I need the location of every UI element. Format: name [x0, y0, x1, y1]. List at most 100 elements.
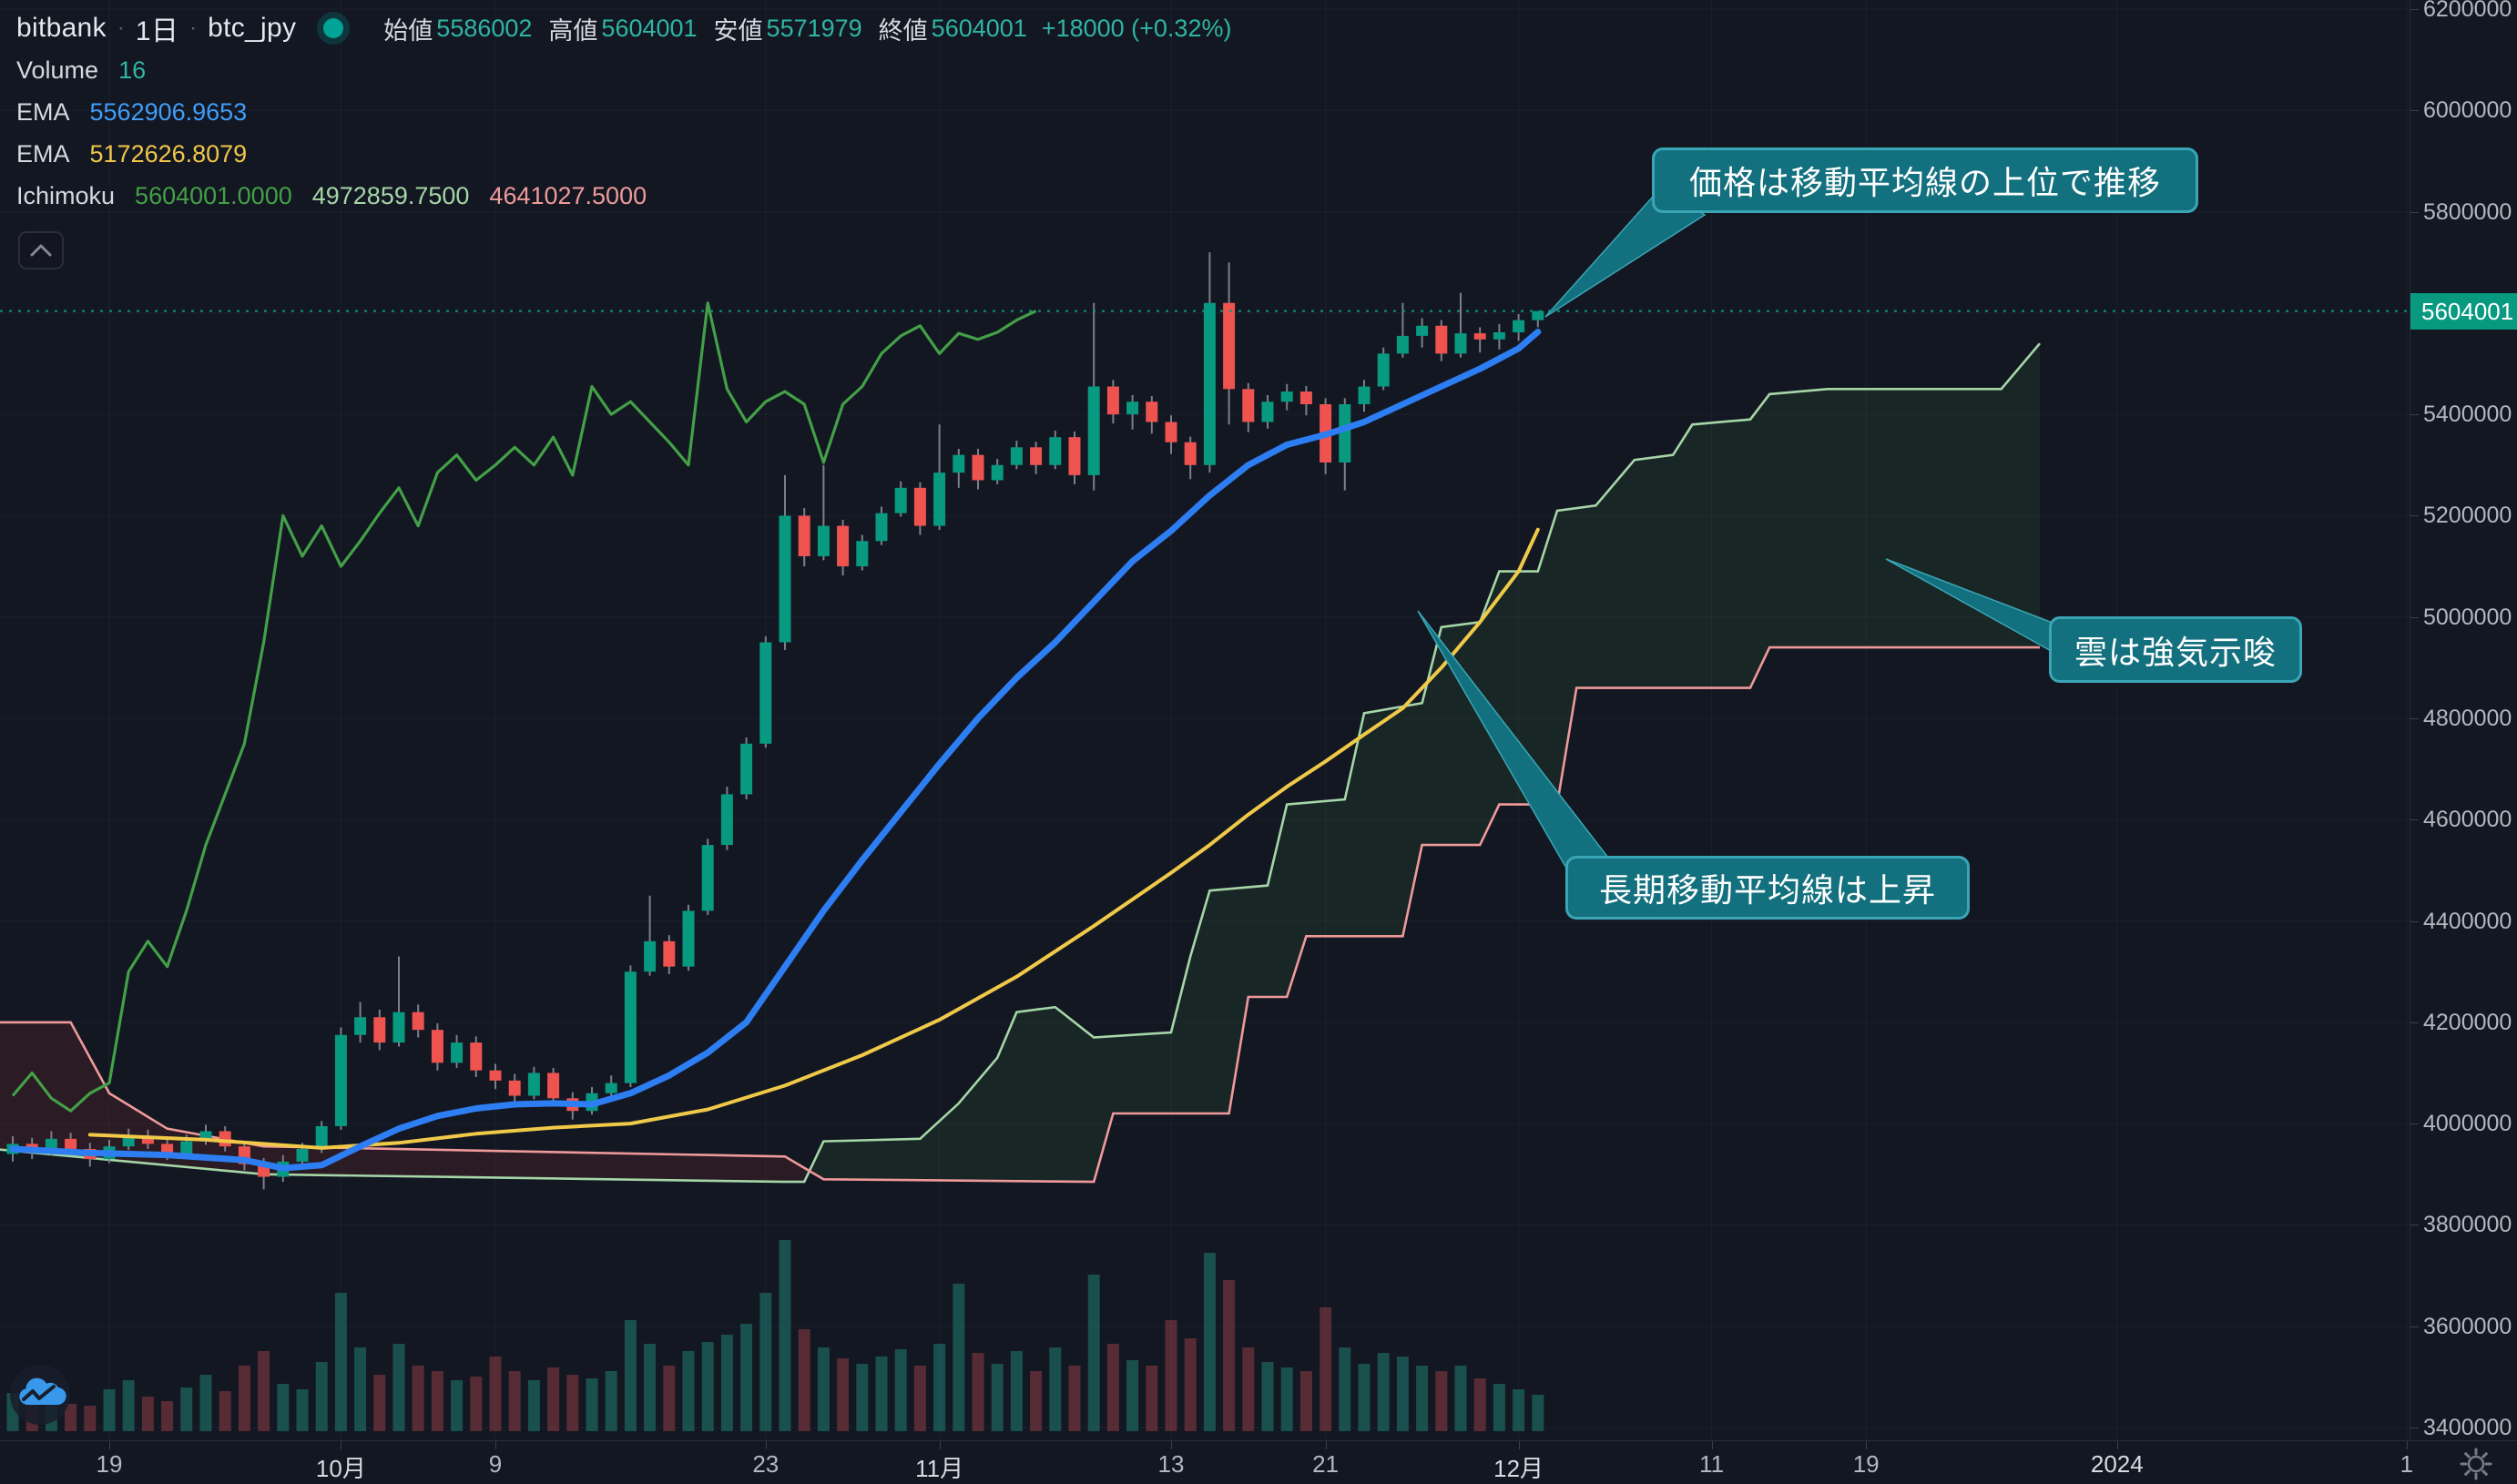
- volume-bar: [779, 1240, 791, 1431]
- time-axis[interactable]: 19 10月 9 23 11月 13 21 12月 11 19 2024 1: [0, 1440, 2517, 1484]
- volume-bar: [1532, 1395, 1544, 1431]
- candle-down: [972, 454, 984, 481]
- volume-bar: [913, 1366, 926, 1431]
- ichimoku-indicator-row[interactable]: Ichimoku 5604001.0000 4972859.7500 46410…: [16, 175, 1231, 217]
- high-label: 高値: [548, 16, 598, 45]
- price-axis[interactable]: 5604001 6200000 6000000 5800000 5400000 5200…: [2410, 0, 2517, 1440]
- candle-down: [161, 1143, 174, 1154]
- price-axis-label: 5800000: [2410, 200, 2517, 224]
- chart-provider-logo[interactable]: [9, 1364, 71, 1430]
- annotation-price-above-ma[interactable]: 価格は移動平均線の上位で推移: [1652, 147, 2198, 213]
- volume-bar: [1223, 1280, 1236, 1431]
- candle-up: [1339, 404, 1351, 463]
- volume-bar: [1165, 1320, 1177, 1431]
- candle-up: [894, 487, 907, 513]
- volume-bar: [161, 1401, 174, 1431]
- volume-bar: [1049, 1347, 1062, 1431]
- volume-bar: [412, 1366, 424, 1431]
- price-axis-label: 6000000: [2410, 98, 2517, 122]
- candle-up: [953, 454, 965, 473]
- candle-down: [663, 940, 676, 967]
- volume-bar: [586, 1378, 598, 1431]
- volume-bar: [1087, 1275, 1100, 1431]
- ema-fast-indicator-row[interactable]: EMA 5562906.9653: [16, 91, 1231, 133]
- volume-bar: [894, 1349, 907, 1431]
- volume-bar: [238, 1366, 250, 1431]
- exchange-name: bitbank: [16, 13, 107, 43]
- price-axis-label: 5400000: [2410, 402, 2517, 426]
- candle-down: [547, 1072, 560, 1099]
- volume-bar: [508, 1371, 521, 1431]
- candle-down: [1473, 333, 1486, 340]
- candle-up: [759, 642, 772, 744]
- candle-up: [779, 515, 791, 643]
- candle-up: [875, 513, 888, 542]
- volume-bar: [953, 1284, 965, 1431]
- candle-up: [1049, 437, 1062, 465]
- gear-icon[interactable]: [2459, 1447, 2493, 1484]
- volume-bar: [1454, 1366, 1467, 1431]
- volume-bar: [373, 1375, 386, 1431]
- volume-bar: [334, 1293, 347, 1431]
- volume-bar: [682, 1351, 695, 1431]
- annotation-text: 価格は移動平均線の上位で推移: [1688, 164, 2161, 201]
- annotation-bullish-cloud[interactable]: 雲は強気示唆: [2049, 616, 2302, 683]
- volume-bar: [219, 1391, 231, 1431]
- separator-dot: ·: [189, 15, 198, 40]
- volume-bar: [489, 1357, 502, 1431]
- ema-slow-label: EMA: [16, 139, 70, 168]
- time-axis-tick: [109, 1441, 110, 1449]
- candle-up: [315, 1125, 328, 1149]
- volume-bar: [875, 1357, 888, 1431]
- ema-slow-indicator-row[interactable]: EMA 5172626.8079: [16, 133, 1231, 175]
- collapse-indicators-button[interactable]: [18, 231, 64, 269]
- annotation-text: 雲は強気示唆: [2074, 633, 2277, 671]
- candle-down: [508, 1080, 521, 1096]
- candle-down: [412, 1011, 424, 1031]
- candle-up: [1203, 302, 1216, 465]
- candle-up: [624, 971, 637, 1083]
- market-status-icon[interactable]: [323, 18, 344, 38]
- chart-pane[interactable]: [0, 0, 2410, 1440]
- candle-up: [1416, 325, 1429, 336]
- volume-bar: [296, 1389, 309, 1431]
- senkou-a-line: [0, 342, 2041, 1184]
- candle-up: [451, 1042, 464, 1063]
- candle-up: [933, 473, 946, 526]
- open-value: 5586002: [436, 14, 533, 42]
- time-axis-tick: [1325, 1441, 1327, 1449]
- annotation-longterm-ma-rising[interactable]: 長期移動平均線は上昇: [1565, 856, 1970, 920]
- candle-down: [1030, 447, 1043, 465]
- time-axis-label: 12月: [1493, 1455, 1544, 1482]
- time-axis-label: 19: [96, 1450, 123, 1478]
- candle-up: [1358, 386, 1371, 405]
- volume-bar: [392, 1344, 405, 1431]
- candle-up: [392, 1011, 405, 1043]
- candle-up: [1126, 401, 1139, 415]
- volume-bar: [1473, 1378, 1486, 1431]
- candle-up: [1010, 447, 1023, 465]
- timeframe-label: 1日: [135, 16, 179, 46]
- time-axis-label: 11: [1699, 1450, 1725, 1478]
- candle-up: [354, 1017, 367, 1035]
- volume-bar: [470, 1377, 483, 1431]
- close-label: 終値: [878, 16, 928, 45]
- ema-slow-line: [87, 527, 1540, 1150]
- volume-bar: [1261, 1362, 1274, 1431]
- volume-bar: [759, 1293, 772, 1431]
- candle-down: [913, 487, 926, 526]
- candlestick-chart-canvas[interactable]: [0, 0, 2410, 1440]
- volume-bar: [180, 1387, 193, 1431]
- ichimoku-label: Ichimoku: [16, 181, 116, 209]
- time-axis-tick: [1518, 1441, 1520, 1449]
- volume-bar: [431, 1371, 443, 1431]
- volume-bar: [527, 1380, 540, 1431]
- symbol-row[interactable]: bitbank · 1日 · btc_jpy 始値 5586002 高値 560…: [16, 7, 1231, 49]
- volume-bar: [1299, 1371, 1312, 1431]
- volume-bar: [315, 1362, 328, 1431]
- candle-up: [991, 464, 1004, 481]
- price-axis-label: 3400000: [2410, 1416, 2517, 1439]
- volume-bar: [1435, 1371, 1448, 1431]
- candle-up: [720, 794, 733, 846]
- volume-indicator-row[interactable]: Volume 16: [16, 49, 1231, 91]
